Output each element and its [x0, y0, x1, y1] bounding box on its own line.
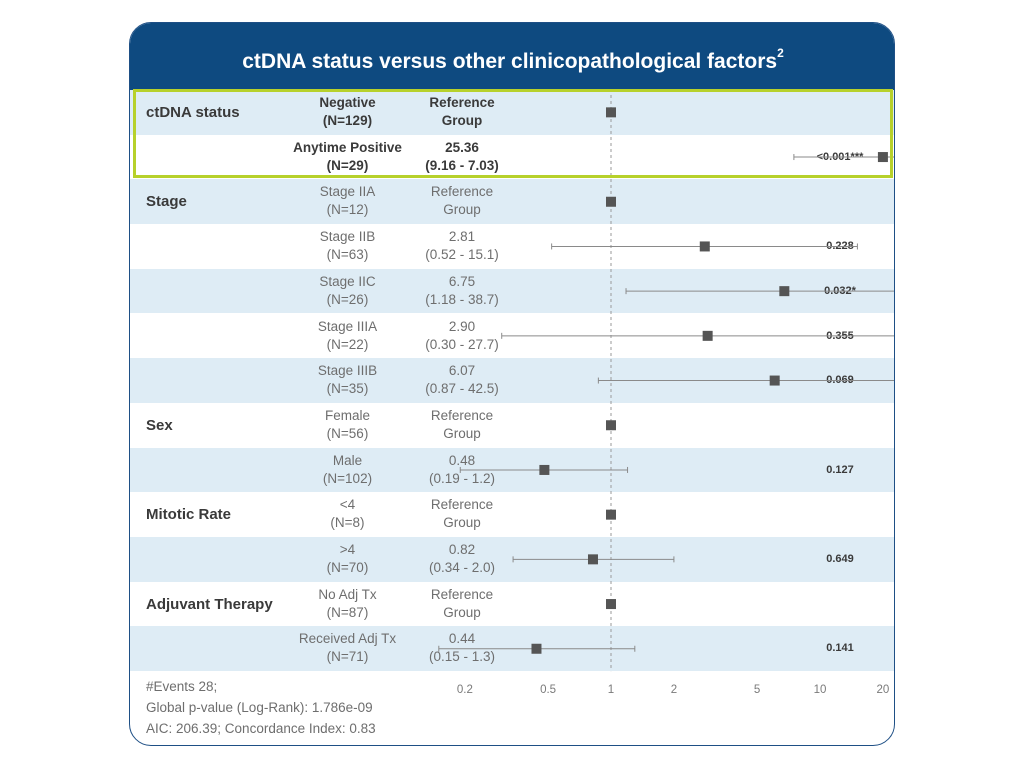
n-label: (N=26)	[326, 291, 369, 307]
n-label: (N=87)	[326, 604, 369, 620]
level-label: Stage IIB	[319, 229, 376, 245]
hr-value: 25.36	[445, 139, 479, 155]
table-row: Received Adj Tx (N=71) 0.44 (0.15 - 1.3) 0.1…	[130, 626, 894, 672]
ci-value: (0.87 - 42.5)	[425, 381, 499, 397]
hr-value: Reference	[430, 407, 494, 423]
table-row: Stage IIB (N=63) 2.81 (0.52 - 15.1) 0.228	[130, 224, 894, 269]
table-row: ctDNA status Negative (N=129) Reference Grou…	[130, 90, 894, 135]
hr-value: 0.48	[448, 452, 476, 468]
n-label: (N=63)	[326, 247, 369, 263]
n-label: (N=129)	[322, 113, 373, 128]
table-row: >4 (N=70) 0.82 (0.34 - 2.0) 0.649	[130, 537, 894, 582]
table-row: Mitotic Rate <4 (N=8) Reference Group	[130, 492, 894, 537]
n-label: (N=29)	[326, 157, 369, 173]
level-label: Anytime Positive	[293, 139, 402, 155]
ci-value: (0.15 - 1.3)	[428, 649, 496, 665]
level-label: Stage IIIB	[317, 363, 378, 379]
hr-value: Reference	[429, 95, 495, 110]
ctdna-highlight-box	[133, 89, 893, 178]
x-tick-label: 0.5	[540, 684, 556, 696]
ci-value: (1.18 - 38.7)	[425, 291, 499, 307]
n-label: (N=102)	[322, 470, 373, 486]
forest-plot: 0.20.5125102050100	[438, 95, 894, 696]
table-row: Stage Stage IIA (N=12) Reference Group	[130, 179, 894, 225]
forest-plot-card: ctDNA status versus other clinicopatholo…	[129, 22, 895, 746]
table-row: Adjuvant Therapy No Adj Tx (N=87) Reference…	[130, 582, 894, 627]
p-value: 0.649	[826, 553, 854, 565]
level-label: Male	[332, 452, 363, 468]
n-label: (N=12)	[326, 202, 369, 218]
n-label: (N=8)	[330, 515, 365, 531]
table-row: Stage IIIA (N=22) 2.90 (0.30 - 27.7) 0.355	[130, 314, 894, 359]
estimate-marker	[539, 464, 550, 475]
n-label: (N=71)	[326, 649, 369, 665]
estimate-marker	[606, 420, 616, 431]
estimate-marker	[606, 509, 616, 520]
level-label: No Adj Tx	[318, 586, 377, 602]
ci-value: (0.30 - 27.7)	[425, 336, 499, 352]
title-superscript: 2	[777, 46, 784, 60]
factor-label: ctDNA status	[146, 104, 240, 121]
ci-value: Group	[443, 604, 481, 620]
ci-value: Group	[443, 425, 481, 441]
estimate-marker	[587, 554, 598, 565]
chart-title: ctDNA status versus other clinicopatholo…	[130, 23, 894, 90]
level-label: >4	[339, 542, 356, 557]
level-label: Received Adj Tx	[298, 631, 397, 647]
n-label: (N=56)	[326, 425, 369, 441]
estimate-marker	[702, 330, 713, 341]
ci-value: Group	[441, 113, 483, 128]
hr-value: 6.07	[448, 363, 476, 379]
header-bar: ctDNA status versus other clinicopatholo…	[130, 23, 894, 90]
factor-label: Mitotic Rate	[146, 506, 232, 524]
table-row: Sex Female (N=56) Reference Group	[130, 403, 894, 448]
hr-value: 2.90	[448, 318, 476, 334]
x-tick-label: 1	[608, 684, 614, 696]
hr-value: 6.75	[448, 273, 476, 289]
factor-label: Adjuvant Therapy	[146, 595, 273, 613]
x-tick-label: 20	[877, 684, 890, 696]
level-label: Stage IIC	[319, 273, 376, 289]
hr-value: Reference	[430, 184, 494, 200]
hr-value: 2.81	[448, 229, 476, 245]
estimate-marker	[606, 107, 616, 118]
ci-value: (0.52 - 15.1)	[425, 247, 499, 263]
estimate-marker	[877, 152, 888, 163]
hr-value: 0.82	[448, 542, 476, 557]
x-tick-label: 10	[814, 684, 827, 696]
x-tick-label: 5	[754, 684, 760, 696]
ci-value: Group	[443, 515, 481, 531]
ci-value: (0.19 - 1.2)	[428, 470, 496, 486]
aic-text: AIC: 206.39; Concordance Index: 0.83	[146, 721, 376, 736]
estimate-marker	[531, 643, 542, 654]
estimate-marker	[606, 599, 616, 610]
n-label: (N=35)	[326, 381, 369, 397]
ci-value: (0.34 - 2.0)	[428, 560, 496, 575]
level-label: <4	[339, 497, 356, 513]
events-text: #Events 28;	[146, 679, 218, 694]
n-label: (N=22)	[326, 336, 369, 352]
n-label: (N=70)	[326, 560, 369, 575]
x-tick-label: 2	[671, 684, 677, 696]
estimate-marker	[699, 241, 710, 252]
ci-value: (9.16 - 7.03)	[425, 157, 499, 173]
chart-title-text: ctDNA status versus other clinicopatholo…	[242, 50, 778, 73]
ci-value: Group	[443, 202, 481, 218]
x-tick-label: 0.2	[457, 684, 473, 696]
level-label: Female	[324, 407, 370, 423]
p-value: 0.141	[826, 642, 854, 655]
level-label: Negative	[319, 95, 376, 110]
level-label: Stage IIA	[319, 184, 376, 200]
estimate-marker	[606, 196, 616, 207]
factor-label: Stage	[146, 193, 187, 211]
estimate-marker	[779, 286, 790, 297]
hr-value: Reference	[430, 586, 494, 602]
level-label: Stage IIIA	[317, 318, 378, 334]
hr-value: Reference	[430, 497, 494, 513]
estimate-marker	[769, 375, 780, 386]
factor-label: Sex	[146, 416, 173, 434]
p-value: 0.127	[826, 463, 854, 476]
hr-value: 0.44	[448, 631, 476, 647]
global-p-text: Global p-value (Log-Rank): 1.786e-09	[146, 700, 373, 715]
